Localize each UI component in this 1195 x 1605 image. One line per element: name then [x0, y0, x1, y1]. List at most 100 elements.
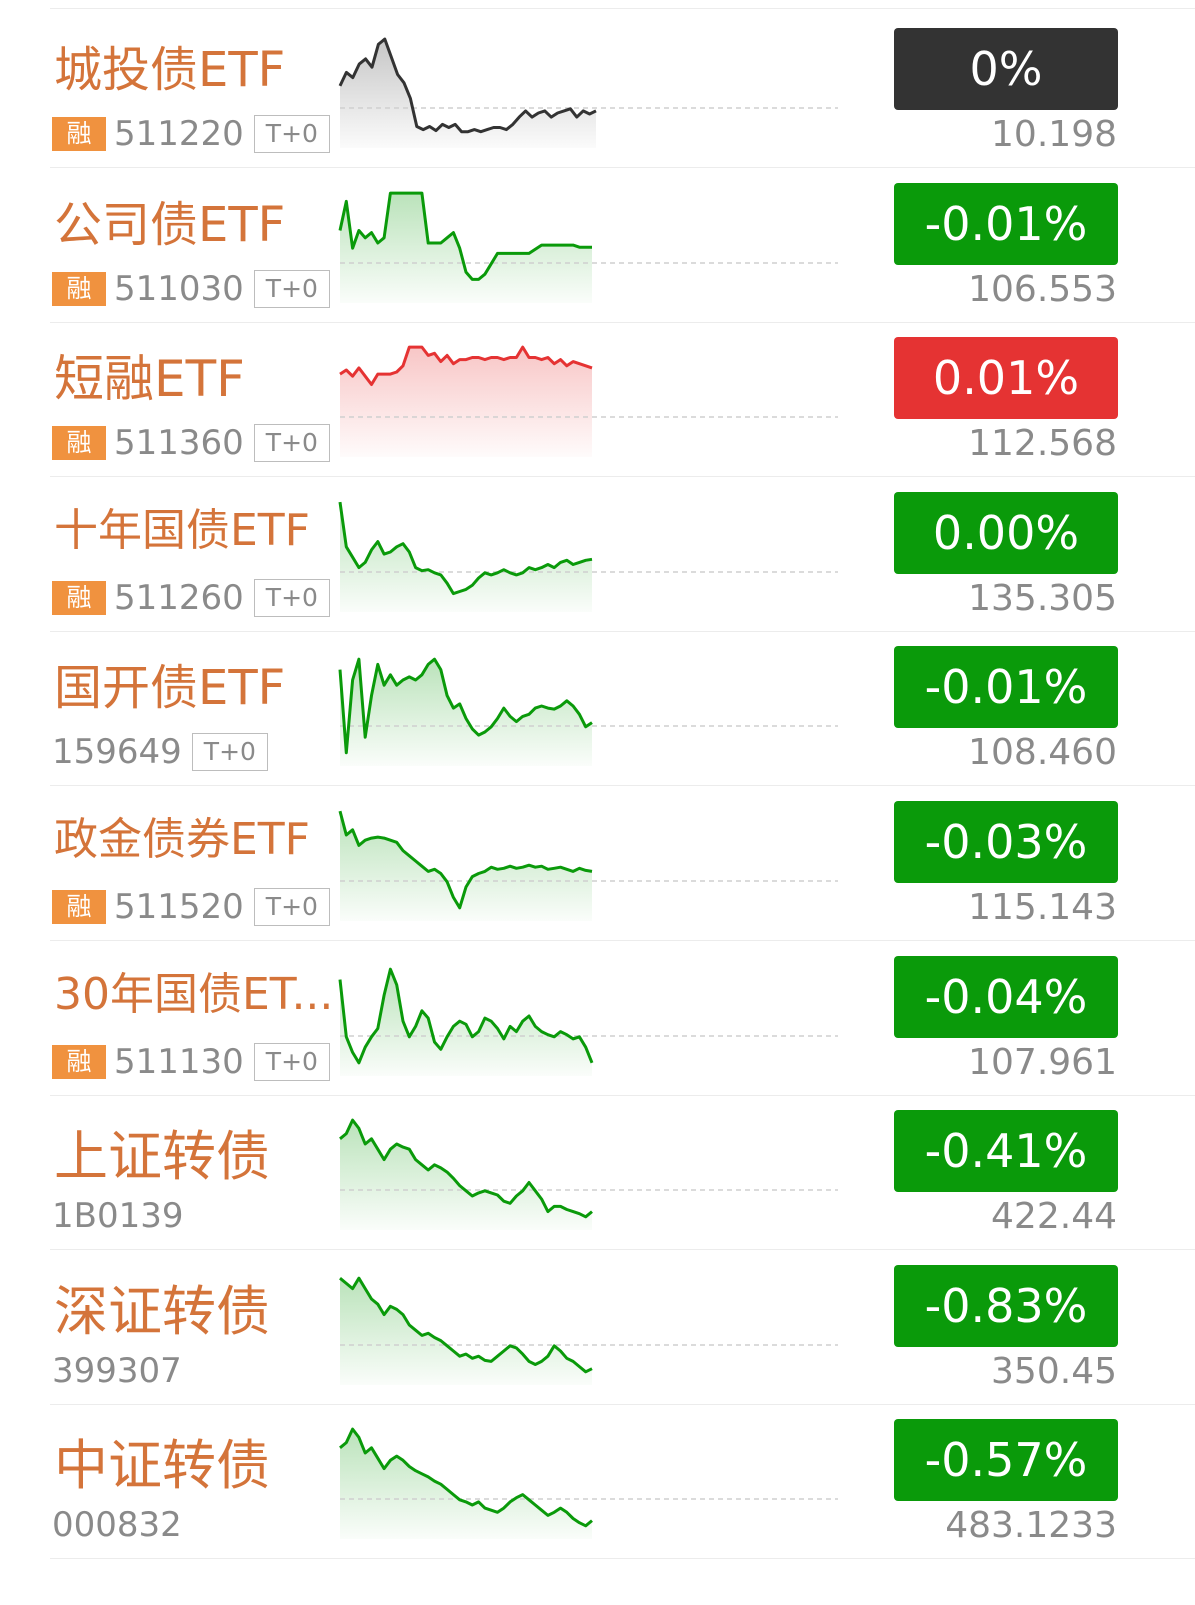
- change-badge[interactable]: 0%: [894, 28, 1118, 110]
- divider: [50, 476, 1195, 478]
- etf-row[interactable]: 国开债ETF 159649 T+0 -0.01% 108.460: [0, 628, 1195, 787]
- etf-meta: 融 511030 T+0: [52, 269, 330, 309]
- etf-name: 上证转债: [54, 1125, 270, 1189]
- sparkline-chart: [339, 345, 838, 458]
- sparkline-line: [338, 37, 597, 134]
- sparkline-chart: [339, 1118, 838, 1231]
- change-badge[interactable]: -0.57%: [894, 1419, 1118, 1502]
- etf-name: 短融ETF: [54, 350, 245, 409]
- etf-name: 政金债券ETF: [54, 814, 310, 865]
- sparkline-area: [340, 501, 592, 612]
- etf-meta: 融 511360 T+0: [52, 423, 330, 463]
- etf-code: 511260: [114, 577, 244, 618]
- sparkline-chart: [338, 37, 838, 148]
- sparkline-line: [338, 810, 593, 910]
- etf-code: 511360: [114, 423, 244, 464]
- etf-row[interactable]: 上证转债 1B0139 -0.41% 422.44: [0, 1092, 1195, 1251]
- etf-code: 511520: [114, 887, 244, 927]
- margin-badge: 融: [52, 117, 106, 151]
- sparkline-area: [340, 1120, 592, 1231]
- etf-row[interactable]: 政金债券ETF 融 511520 T+0 -0.03% 115.143: [0, 783, 1195, 941]
- etf-meta: 399307: [52, 1351, 182, 1391]
- price-value: 115.143: [968, 887, 1117, 928]
- t0-tag: T+0: [191, 733, 268, 772]
- change-badge[interactable]: -0.01%: [894, 182, 1118, 265]
- etf-meta: 融 511520 T+0: [52, 887, 330, 927]
- sparkline-line: [338, 658, 593, 755]
- sparkline-chart: [338, 501, 838, 612]
- etf-row[interactable]: 城投债ETF 融 511220 T+0 0% 10.198: [0, 10, 1195, 168]
- etf-meta: 159649 T+0: [52, 732, 268, 772]
- price-value: 107.961: [968, 1041, 1117, 1083]
- price-value: 135.305: [968, 577, 1117, 619]
- t0-tag: T+0: [253, 1042, 330, 1081]
- etf-name: 30年国债ET...: [54, 968, 334, 1020]
- change-badge[interactable]: 0.00%: [894, 491, 1118, 574]
- etf-row[interactable]: 深证转债 399307 -0.83% 350.45: [0, 1247, 1195, 1405]
- sparkline-chart: [338, 810, 838, 921]
- change-badge[interactable]: -0.41%: [894, 1110, 1118, 1193]
- sparkline-line: [339, 345, 593, 387]
- etf-meta: 1B0139: [52, 1196, 183, 1236]
- sparkline-line: [339, 1276, 593, 1374]
- price-value: 422.44: [991, 1196, 1117, 1238]
- divider: [50, 8, 1195, 9]
- etf-row[interactable]: 中证转债 000832 -0.57% 483.1233: [0, 1401, 1195, 1560]
- etf-name: 城投债ETF: [54, 42, 286, 98]
- etf-code: 1B0139: [52, 1196, 184, 1237]
- sparkline-chart: [339, 1276, 838, 1385]
- sparkline-chart: [338, 191, 838, 303]
- etf-meta: 融 511130 T+0: [52, 1042, 330, 1082]
- divider: [50, 1403, 1195, 1405]
- margin-badge: 融: [52, 271, 106, 306]
- etf-name: 国开债ETF: [54, 660, 286, 717]
- etf-row[interactable]: 短融ETF 融 511360 T+0 0.01% 112.568: [0, 319, 1195, 478]
- etf-name: 深证转债: [54, 1279, 270, 1343]
- sparkline-area: [340, 1429, 592, 1540]
- price-value: 350.45: [991, 1350, 1117, 1392]
- divider: [50, 940, 1195, 941]
- price-value: 108.460: [968, 732, 1117, 774]
- etf-name: 十年国债ETF: [54, 504, 310, 556]
- etf-row[interactable]: 十年国债ETF 融 511260 T+0 0.00% 135.305: [0, 474, 1195, 632]
- sparkline-area: [340, 968, 592, 1076]
- divider: [50, 1558, 1195, 1560]
- sparkline-area: [340, 811, 592, 921]
- sparkline-line: [339, 1118, 593, 1219]
- price-value: 10.198: [991, 114, 1117, 155]
- divider: [50, 1094, 1195, 1096]
- etf-row[interactable]: 公司债ETF 融 511030 T+0 -0.01% 106.553: [0, 165, 1195, 323]
- divider: [50, 321, 1195, 323]
- etf-name: 中证转债: [54, 1434, 270, 1498]
- t0-tag: T+0: [253, 578, 330, 617]
- margin-badge: 融: [52, 890, 106, 924]
- sparkline-area: [340, 1277, 592, 1385]
- sparkline-line: [339, 1427, 593, 1528]
- change-badge[interactable]: 0.01%: [894, 337, 1118, 420]
- change-badge[interactable]: -0.04%: [894, 955, 1118, 1038]
- margin-badge: 融: [52, 1044, 106, 1079]
- sparkline-area: [340, 659, 592, 767]
- price-value: 106.553: [968, 268, 1117, 310]
- sparkline-chart: [338, 658, 838, 767]
- etf-code: 511130: [114, 1041, 244, 1082]
- t0-tag: T+0: [253, 424, 330, 463]
- change-badge[interactable]: -0.83%: [894, 1264, 1118, 1347]
- change-badge[interactable]: -0.03%: [894, 801, 1118, 883]
- price-value: 483.1233: [945, 1505, 1117, 1547]
- etf-row[interactable]: 30年国债ET... 融 511130 T+0 -0.04% 107.961: [0, 938, 1195, 1096]
- t0-tag: T+0: [253, 888, 330, 926]
- etf-code: 511220: [114, 114, 244, 154]
- t0-tag: T+0: [253, 115, 330, 153]
- etf-code: 399307: [52, 1350, 182, 1391]
- sparkline-chart: [339, 1427, 838, 1540]
- etf-name: 公司债ETF: [54, 196, 286, 253]
- price-value: 112.568: [968, 423, 1117, 465]
- divider: [50, 630, 1195, 632]
- sparkline-area: [340, 347, 592, 458]
- etf-meta: 融 511260 T+0: [52, 578, 330, 618]
- sparkline-area: [340, 39, 596, 148]
- sparkline-line: [338, 501, 593, 595]
- change-badge[interactable]: -0.01%: [894, 646, 1118, 729]
